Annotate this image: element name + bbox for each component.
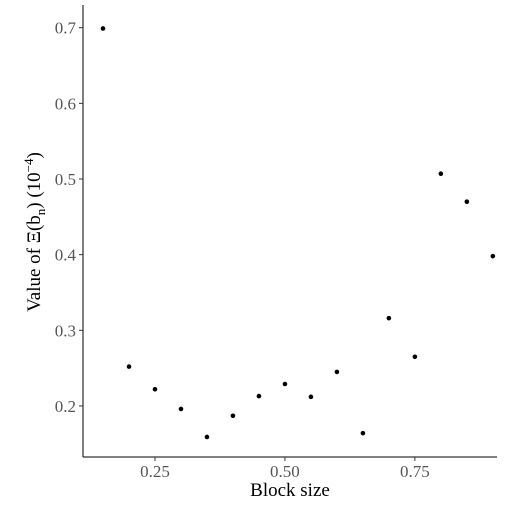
y-tick-label: 0.6 xyxy=(55,94,76,113)
point xyxy=(334,369,340,375)
x-axis-label: Block size xyxy=(250,480,330,501)
point xyxy=(490,253,496,259)
x-tick-label: 0.25 xyxy=(140,462,170,481)
x-tick-label: 0.75 xyxy=(400,462,430,481)
point xyxy=(256,393,262,399)
point xyxy=(438,171,444,176)
y-tick-label: 0.4 xyxy=(55,246,77,265)
point xyxy=(126,364,132,369)
y-label-sup: −4 xyxy=(21,158,36,172)
y-tick-label: 0.2 xyxy=(55,397,76,416)
point xyxy=(230,413,236,419)
point xyxy=(412,354,418,360)
x-tick-label: 0.50 xyxy=(270,462,300,481)
point xyxy=(360,430,366,436)
point xyxy=(386,315,392,321)
y-label-part: Value of Ξ(b xyxy=(24,215,45,312)
point xyxy=(464,199,470,204)
point xyxy=(152,386,158,392)
y-label-part: ) xyxy=(24,152,45,158)
y-label-sub: n xyxy=(33,208,48,215)
y-axis-label: Value of Ξ(bn) (10−4) xyxy=(21,152,48,312)
y-tick-label: 0.7 xyxy=(55,19,77,38)
y-tick-label: 0.5 xyxy=(55,170,76,189)
y-tick-label: 0.3 xyxy=(55,321,76,340)
point xyxy=(100,26,106,31)
point xyxy=(308,394,314,400)
point xyxy=(282,381,288,387)
y-label-part: ) (10 xyxy=(24,172,45,208)
point xyxy=(204,434,210,440)
point xyxy=(178,406,184,412)
